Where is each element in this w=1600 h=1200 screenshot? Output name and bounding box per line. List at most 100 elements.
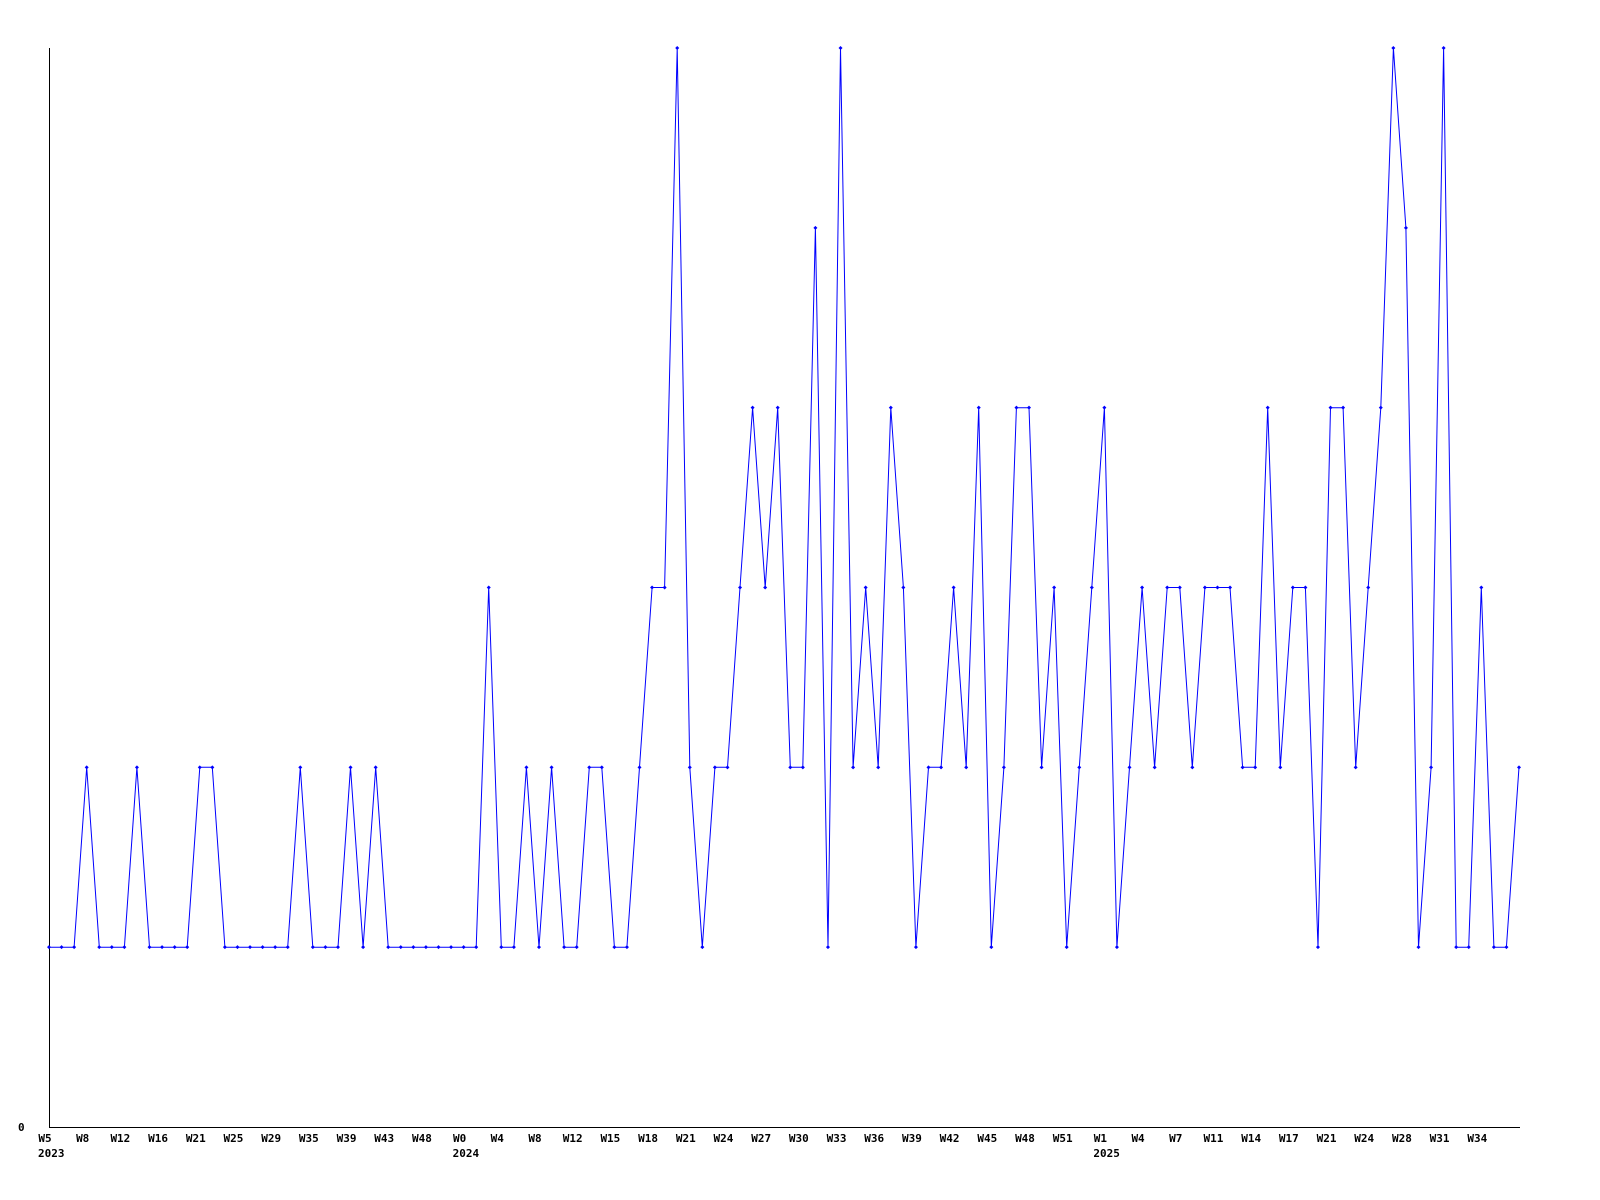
data-point [273,945,278,950]
x-tick-label: W7 [1169,1132,1182,1145]
data-point [1064,945,1069,950]
x-tick-label: W43 [374,1132,394,1145]
data-point [97,945,102,950]
x-tick-labels: W5 W8 W12 W16 W21 W25 W29 W35 W39 W43 W48 W0 W4 W8 W12… [38,1132,1488,1160]
x-tick-label: W5 [38,1132,51,1145]
data-point [1014,405,1019,410]
x-tick-label: W35 [299,1132,319,1145]
data-point [134,765,139,770]
x-tick-label: W48 [1015,1132,1035,1145]
data-point [72,945,77,950]
x-tick-label: W17 [1279,1132,1299,1145]
data-point [989,945,994,950]
data-point [1315,945,1320,950]
data-point [260,945,265,950]
data-point [122,945,127,950]
x-tick-label: W21 [186,1132,206,1145]
x-tick-label: W24 [1354,1132,1374,1145]
data-point [838,46,843,50]
data-point [687,765,692,770]
data-point [1366,585,1371,590]
data-point [700,945,705,950]
data-point [1429,765,1434,770]
data-point [1027,405,1031,410]
x-tick-label: W12 [110,1132,130,1145]
x-tick-label: W25 [224,1132,244,1145]
data-point [1240,765,1245,770]
x-tick-label: W30 [789,1132,809,1145]
data-point [298,765,303,770]
data-point [1001,765,1006,770]
x-tick-label: W21 [1317,1132,1337,1145]
data-point [976,405,981,410]
data-point [725,765,730,770]
data-point [574,945,579,950]
x-tick-label: W45 [977,1132,997,1145]
data-point [386,945,391,950]
data-point [1215,585,1220,590]
series-line [49,47,1520,948]
data-point [461,945,466,950]
data-point [1491,945,1496,950]
data-point [1052,585,1057,590]
data-point [624,945,629,950]
data-point [197,765,202,770]
x-tick-label: W24 [714,1132,734,1145]
data-point [449,945,454,950]
data-point [310,945,315,950]
data-point [1228,585,1233,590]
data-point [913,945,918,950]
x-tick-label: W28 [1392,1132,1412,1145]
x-tick-label: W29 [261,1132,281,1145]
data-point [84,765,89,770]
data-point [348,765,353,770]
year-label: 2024 [453,1147,480,1160]
data-point [763,585,768,590]
data-point [1202,585,1207,590]
data-point [474,945,479,950]
x-tick-label: W39 [902,1132,922,1145]
data-point [1127,765,1132,770]
x-tick-label: W12 [563,1132,583,1145]
data-point [248,945,253,950]
data-point [738,585,743,590]
data-point [775,405,780,410]
x-tick-label: W14 [1241,1132,1261,1145]
data-point [59,945,64,950]
data-point [537,945,541,950]
x-tick-label: W8 [76,1132,89,1145]
data-point [851,765,856,770]
data-point [1378,405,1383,410]
data-point [1177,585,1182,590]
data-point [210,765,215,770]
data-point [172,945,177,950]
data-point [323,945,328,950]
x-tick-label: W34 [1467,1132,1487,1145]
data-point [599,765,604,770]
data-point [1140,585,1145,590]
data-point [499,945,504,950]
x-tick-label: W36 [864,1132,884,1145]
data-point [109,945,114,950]
data-point [1353,765,1358,770]
data-point [939,765,944,770]
data-point [486,585,491,590]
data-point [549,765,554,770]
data-point [1152,765,1157,770]
data-point [1265,405,1270,410]
data-point [47,945,51,950]
data-point [612,945,617,950]
data-point [1102,405,1107,410]
x-tick-label: W15 [600,1132,620,1145]
data-point [1039,765,1044,770]
data-point [185,945,190,950]
data-point [1089,585,1094,590]
data-point [1479,585,1484,590]
data-point [750,405,755,410]
data-point [1441,46,1446,50]
year-label: 2023 [38,1147,65,1160]
data-point [373,765,378,770]
data-point [1253,765,1258,770]
data-point [1454,945,1459,950]
